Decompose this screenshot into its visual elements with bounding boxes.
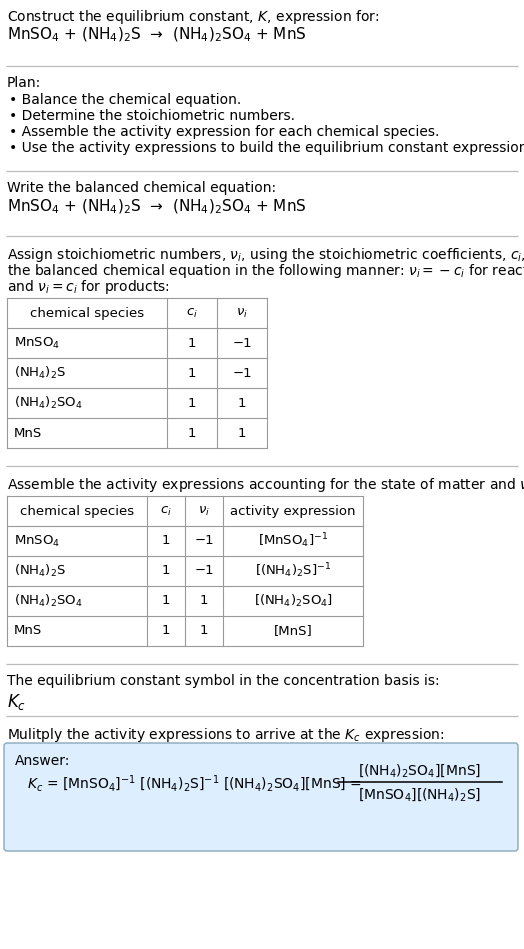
Text: 1: 1 (200, 594, 208, 607)
Text: 1: 1 (162, 534, 170, 548)
Text: MnSO$_4$: MnSO$_4$ (14, 335, 60, 350)
Text: −1: −1 (194, 534, 214, 548)
Text: $K_c$ = [MnSO$_4$]$^{-1}$ [(NH$_4$)$_2$S]$^{-1}$ [(NH$_4$)$_2$SO$_4$][MnS] =: $K_c$ = [MnSO$_4$]$^{-1}$ [(NH$_4$)$_2$S… (27, 774, 362, 794)
Text: 1: 1 (188, 397, 196, 410)
Text: Assign stoichiometric numbers, $\nu_i$, using the stoichiometric coefficients, $: Assign stoichiometric numbers, $\nu_i$, … (7, 246, 524, 264)
Text: $\nu_i$: $\nu_i$ (236, 307, 248, 320)
Text: 1: 1 (200, 624, 208, 638)
Text: Construct the equilibrium constant, $K$, expression for:: Construct the equilibrium constant, $K$,… (7, 8, 379, 26)
Text: $c_i$: $c_i$ (160, 505, 172, 517)
Text: 1: 1 (188, 426, 196, 439)
Text: −1: −1 (194, 565, 214, 578)
Text: (NH$_4$)$_2$SO$_4$: (NH$_4$)$_2$SO$_4$ (14, 395, 83, 411)
Text: 1: 1 (188, 366, 196, 380)
Text: chemical species: chemical species (30, 307, 144, 320)
Text: MnSO$_4$ + (NH$_4$)$_2$S  →  (NH$_4$)$_2$SO$_4$ + MnS: MnSO$_4$ + (NH$_4$)$_2$S → (NH$_4$)$_2$S… (7, 26, 307, 45)
Text: (NH$_4$)$_2$S: (NH$_4$)$_2$S (14, 563, 66, 579)
Text: $c_i$: $c_i$ (186, 307, 198, 320)
Text: Assemble the activity expressions accounting for the state of matter and $\nu_i$: Assemble the activity expressions accoun… (7, 476, 524, 494)
Text: The equilibrium constant symbol in the concentration basis is:: The equilibrium constant symbol in the c… (7, 674, 440, 688)
Text: MnSO$_4$ + (NH$_4$)$_2$S  →  (NH$_4$)$_2$SO$_4$ + MnS: MnSO$_4$ + (NH$_4$)$_2$S → (NH$_4$)$_2$S… (7, 198, 307, 216)
Text: $K_c$: $K_c$ (7, 692, 26, 712)
Text: 1: 1 (162, 624, 170, 638)
Text: [MnSO$_4$][(NH$_4$)$_2$S]: [MnSO$_4$][(NH$_4$)$_2$S] (358, 787, 482, 804)
Text: Answer:: Answer: (15, 754, 70, 768)
Text: • Assemble the activity expression for each chemical species.: • Assemble the activity expression for e… (9, 125, 440, 139)
Text: $\nu_i$: $\nu_i$ (198, 505, 210, 517)
Text: MnSO$_4$: MnSO$_4$ (14, 533, 60, 549)
Text: • Balance the chemical equation.: • Balance the chemical equation. (9, 93, 241, 107)
Text: • Determine the stoichiometric numbers.: • Determine the stoichiometric numbers. (9, 109, 295, 123)
Text: and $\nu_i = c_i$ for products:: and $\nu_i = c_i$ for products: (7, 278, 170, 296)
Text: Plan:: Plan: (7, 76, 41, 90)
Text: 1: 1 (162, 565, 170, 578)
Text: [(NH$_4$)$_2$S]$^{-1}$: [(NH$_4$)$_2$S]$^{-1}$ (255, 562, 331, 581)
Text: Write the balanced chemical equation:: Write the balanced chemical equation: (7, 181, 276, 195)
Text: MnS: MnS (14, 624, 42, 638)
Text: the balanced chemical equation in the following manner: $\nu_i = -c_i$ for react: the balanced chemical equation in the fo… (7, 262, 524, 280)
Text: (NH$_4$)$_2$S: (NH$_4$)$_2$S (14, 365, 66, 381)
Text: activity expression: activity expression (230, 505, 356, 517)
Text: MnS: MnS (14, 426, 42, 439)
Text: Mulitply the activity expressions to arrive at the $K_c$ expression:: Mulitply the activity expressions to arr… (7, 726, 444, 744)
FancyBboxPatch shape (4, 743, 518, 851)
Text: [MnS]: [MnS] (274, 624, 312, 638)
Text: (NH$_4$)$_2$SO$_4$: (NH$_4$)$_2$SO$_4$ (14, 593, 83, 609)
Text: chemical species: chemical species (20, 505, 134, 517)
Text: −1: −1 (232, 337, 252, 349)
Text: 1: 1 (238, 426, 246, 439)
Text: −1: −1 (232, 366, 252, 380)
Text: [MnSO$_4$]$^{-1}$: [MnSO$_4$]$^{-1}$ (258, 531, 328, 550)
Text: 1: 1 (188, 337, 196, 349)
Text: [(NH$_4$)$_2$SO$_4$][MnS]: [(NH$_4$)$_2$SO$_4$][MnS] (358, 763, 482, 779)
Text: • Use the activity expressions to build the equilibrium constant expression.: • Use the activity expressions to build … (9, 141, 524, 155)
Text: [(NH$_4$)$_2$SO$_4$]: [(NH$_4$)$_2$SO$_4$] (254, 593, 333, 609)
Text: 1: 1 (162, 594, 170, 607)
Text: 1: 1 (238, 397, 246, 410)
